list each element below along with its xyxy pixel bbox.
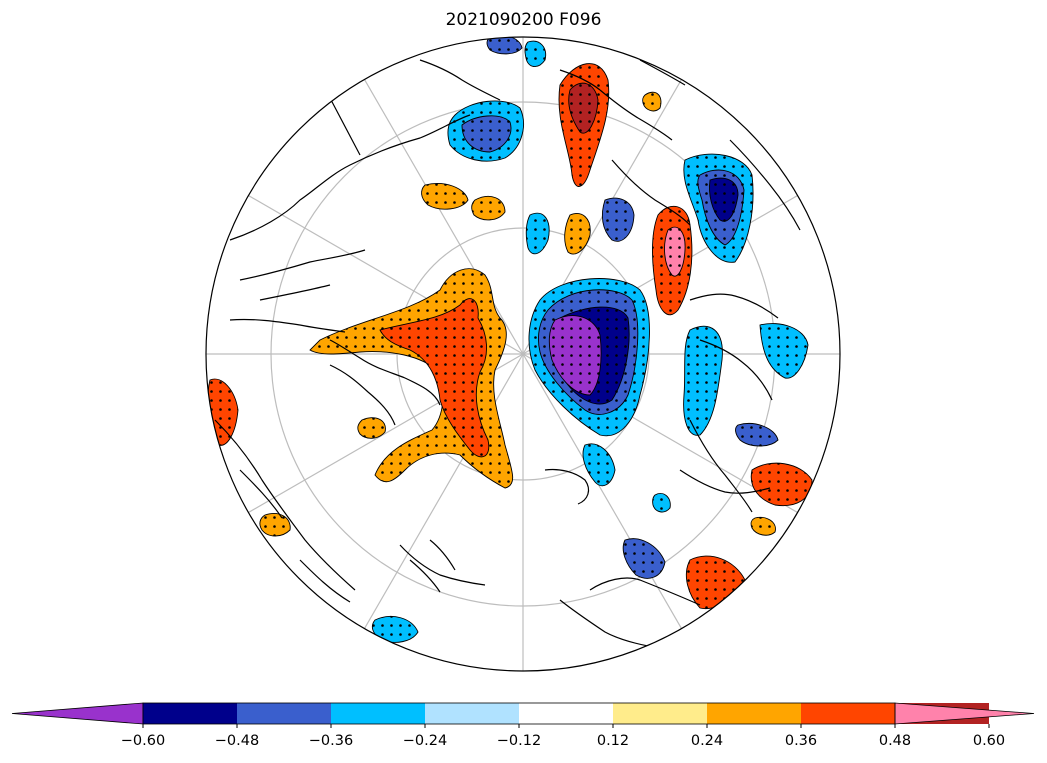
- coastline: [729, 139, 801, 231]
- coastline: [214, 419, 356, 591]
- coastline: [611, 159, 691, 226]
- colorbar-tick-label: 0.24: [691, 733, 723, 749]
- colorbar-tick-label: 0.36: [785, 733, 817, 749]
- colorbar-tick-label: −0.36: [309, 733, 353, 749]
- coastline: [699, 339, 773, 401]
- coastline: [399, 544, 486, 586]
- coastline: [419, 59, 501, 101]
- coastline: [589, 577, 701, 606]
- colorbar-swatch: [425, 703, 519, 724]
- coastline: [559, 59, 686, 91]
- coastline: [559, 599, 661, 649]
- coastlines: [214, 59, 801, 649]
- colorbar-swatch: [519, 703, 613, 724]
- coastline: [229, 318, 346, 333]
- map-title: 2021090200 F096: [445, 10, 602, 30]
- colorbar-tick-label: 0.60: [973, 733, 1005, 749]
- coastline: [689, 293, 779, 319]
- coastline: [679, 469, 771, 494]
- coastline: [229, 114, 471, 241]
- colorbar-tick-label: −0.48: [215, 733, 259, 749]
- colorbar-tick-label: −0.60: [121, 733, 165, 749]
- coastline: [329, 364, 396, 426]
- coastline: [544, 468, 590, 505]
- colorbar-swatch: [331, 703, 425, 724]
- colorbar-swatch: [707, 703, 801, 724]
- colorbar-tick-label: −0.12: [497, 733, 541, 749]
- colorbar-tick-label: −0.24: [403, 733, 447, 749]
- colorbar-swatch: [143, 703, 237, 724]
- coastline: [689, 419, 753, 513]
- coastline: [599, 89, 673, 141]
- map-boundary: [205, 36, 841, 672]
- anomaly-field: [207, 37, 813, 643]
- polar-map: [205, 36, 841, 672]
- colorbar-swatch: [613, 703, 707, 724]
- colorbar: −0.60 −0.48 −0.36 −0.24 −0.12 0.12 0.24 0.36 0.4…: [11, 702, 1035, 749]
- colorbar-swatch: [11, 702, 144, 725]
- coastline: [291, 59, 361, 156]
- coastline: [329, 339, 441, 406]
- coastline: [239, 469, 351, 603]
- colorbar-tick-label: 0.48: [879, 733, 911, 749]
- colorbar-swatch: [237, 703, 331, 724]
- coastline: [409, 539, 456, 593]
- colorbar-tick-label: 0.12: [597, 733, 629, 749]
- colorbar-swatch: [801, 703, 895, 724]
- coastline: [239, 249, 366, 301]
